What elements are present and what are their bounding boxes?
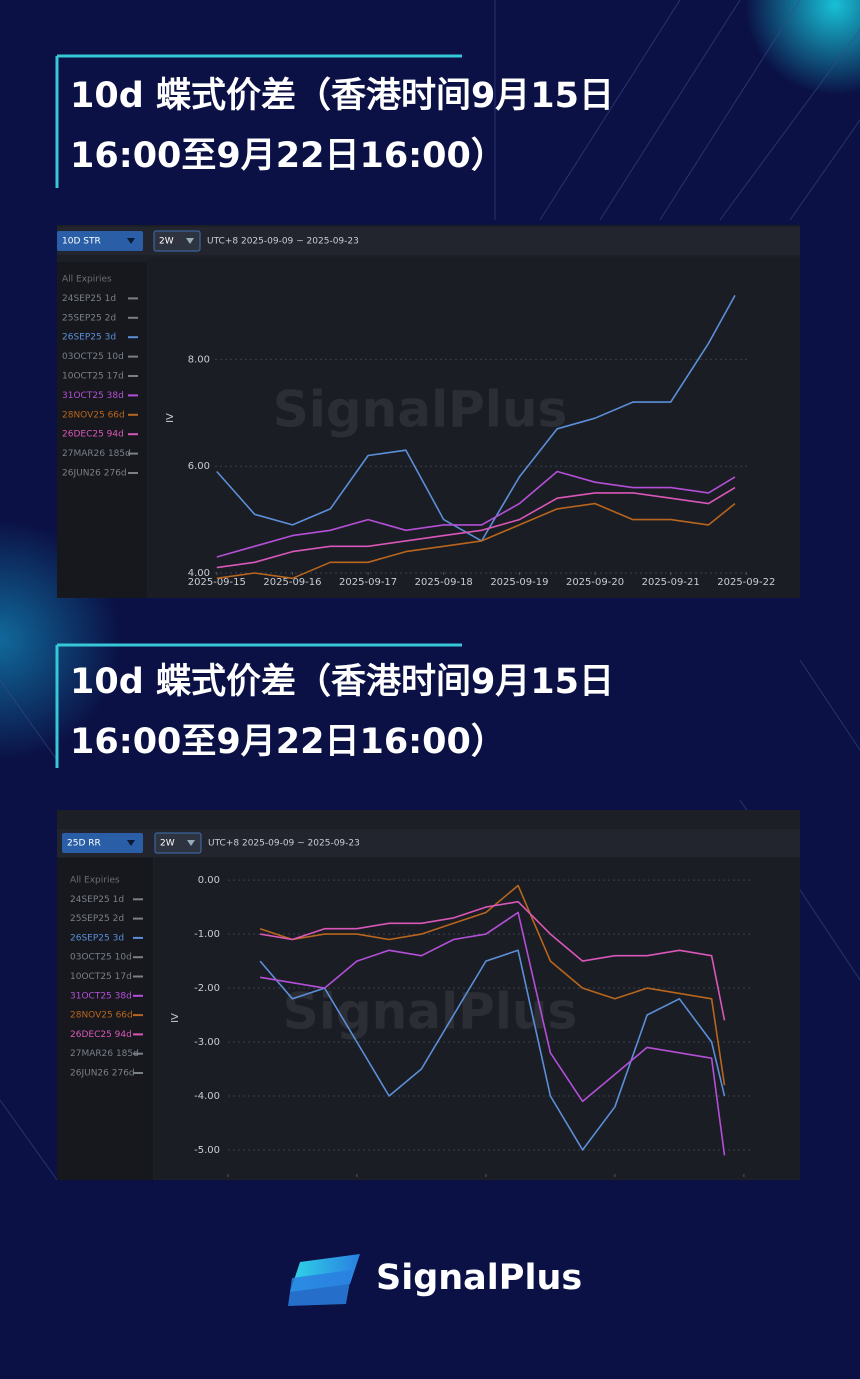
legend-label: 26DEC25 94d [62, 430, 124, 440]
title-line: 16:00至9月22日16:00） [70, 136, 506, 176]
y-tick-label: 8.00 [188, 354, 210, 365]
series-line [259, 900, 726, 1021]
y-tick-label: 4.00 [188, 568, 210, 579]
legend-label: 26SEP25 3d [62, 333, 116, 343]
selector-box [57, 231, 143, 251]
time-window: UTC+8 2025-09-09 ~ 2025-09-23 [207, 237, 359, 247]
series-line [216, 502, 736, 580]
x-tick-label: 2025-09-16 [263, 577, 321, 588]
x-tick-label: 2025-09-20 [566, 577, 624, 588]
time-window: UTC+8 2025-09-09 ~ 2025-09-23 [208, 839, 360, 849]
legend-label: 26JUN26 276d [62, 469, 127, 479]
glow [745, 0, 860, 95]
title-block: 10d 蝶式价差（香港时间9月15日 16:00至9月22日16:00） [55, 643, 614, 768]
x-tick-label: 2025-09-18 [415, 577, 473, 588]
range-box [153, 230, 201, 252]
dropdown-arrow [127, 840, 135, 846]
series-line [259, 911, 726, 1156]
all-expiries: All Expiries [70, 876, 120, 886]
legend-label: 27MAR26 185d [62, 449, 131, 459]
chart-panel: 25D RR 2W UTC+8 2025-09-09 ~ 2025-09-23 All… [57, 810, 800, 1190]
x-tick-label: 2025-09-19 [457, 1179, 515, 1190]
x-tick-label: 2025-09-21 [642, 577, 700, 588]
sidebar [57, 858, 153, 1180]
dropdown-arrow [187, 840, 195, 846]
series-line [216, 470, 736, 558]
x-tick-label: 2025-09-19 [490, 577, 548, 588]
legend-label: 10OCT25 17d [62, 372, 124, 382]
legend-label: 25SEP25 2d [70, 914, 124, 924]
title-line: 16:00至9月22日16:00） [70, 722, 506, 762]
legend-label: 31OCT25 38d [70, 991, 132, 1001]
y-tick-label: -1.00 [194, 929, 220, 940]
watermark: SignalPlus [273, 381, 568, 439]
x-tick-label: 2025-09-23 [715, 1179, 773, 1190]
brand-name: SignalPlus [376, 1258, 582, 1298]
brand-logo: SignalPlus [288, 1254, 582, 1306]
title-block: 10d 蝶式价差（香港时间9月15日 16:00至9月22日16:00） [55, 54, 614, 188]
y-tick-label: 0.00 [198, 875, 220, 886]
y-axis-label: IV [170, 1013, 181, 1023]
plot-bg [155, 858, 800, 1178]
chart-panel: 10D STR 2W UTC+8 2025-09-09 ~ 2025-09-23 Al… [57, 225, 800, 598]
legend-label: 24SEP25 1d [62, 294, 116, 304]
legend-label: 26JUN26 276d [70, 1069, 135, 1079]
x-tick-label: 2025-09-21 [586, 1179, 644, 1190]
legend-label: 27MAR26 185d [70, 1049, 139, 1059]
x-tick-label: 2025-09-17 [328, 1179, 386, 1190]
y-tick-label: -4.00 [194, 1091, 220, 1102]
dropdown-arrow [127, 238, 135, 244]
y-tick-label: -5.00 [194, 1145, 220, 1156]
title-line: 10d 蝶式价差（香港时间9月15日 [70, 662, 614, 702]
series-line [216, 486, 736, 569]
plot-bg [148, 258, 800, 597]
y-tick-label: 6.00 [188, 461, 210, 472]
legend-label: 25SEP25 2d [62, 313, 116, 323]
x-tick-label: 2025-09-15 [188, 577, 246, 588]
y-axis-label: IV [165, 413, 176, 423]
x-tick-label: 2025-09-22 [717, 577, 775, 588]
dropdown-arrow [186, 238, 194, 244]
y-tick-label: -3.00 [194, 1037, 220, 1048]
legend-label: 26SEP25 3d [70, 933, 124, 943]
selector-box [62, 833, 143, 853]
legend-label: 28NOV25 66d [62, 410, 125, 420]
charts: 10D STR 2W UTC+8 2025-09-09 ~ 2025-09-23 Al… [57, 225, 800, 1190]
y-tick-label: -2.00 [194, 983, 220, 994]
legend-label: 28NOV25 66d [70, 1011, 133, 1021]
series-line [259, 884, 726, 1086]
x-tick-label: 2025-09-15 [199, 1179, 257, 1190]
selector: 25D RR [67, 839, 101, 849]
legend-label: 10OCT25 17d [70, 972, 132, 982]
legend-label: 03OCT25 10d [62, 352, 124, 362]
legend-label: 03OCT25 10d [70, 953, 132, 963]
all-expiries: All Expiries [62, 275, 112, 285]
range-box [154, 832, 202, 854]
title-line: 10d 蝶式价差（香港时间9月15日 [70, 76, 614, 116]
legend-label: 24SEP25 1d [70, 895, 124, 905]
range: 2W [159, 237, 174, 247]
selector: 10D STR [62, 237, 101, 247]
series-line [259, 949, 726, 1151]
x-tick-label: 2025-09-17 [339, 577, 397, 588]
legend-label: 26DEC25 94d [70, 1030, 132, 1040]
range: 2W [160, 839, 175, 849]
legend-label: 31OCT25 38d [62, 391, 124, 401]
